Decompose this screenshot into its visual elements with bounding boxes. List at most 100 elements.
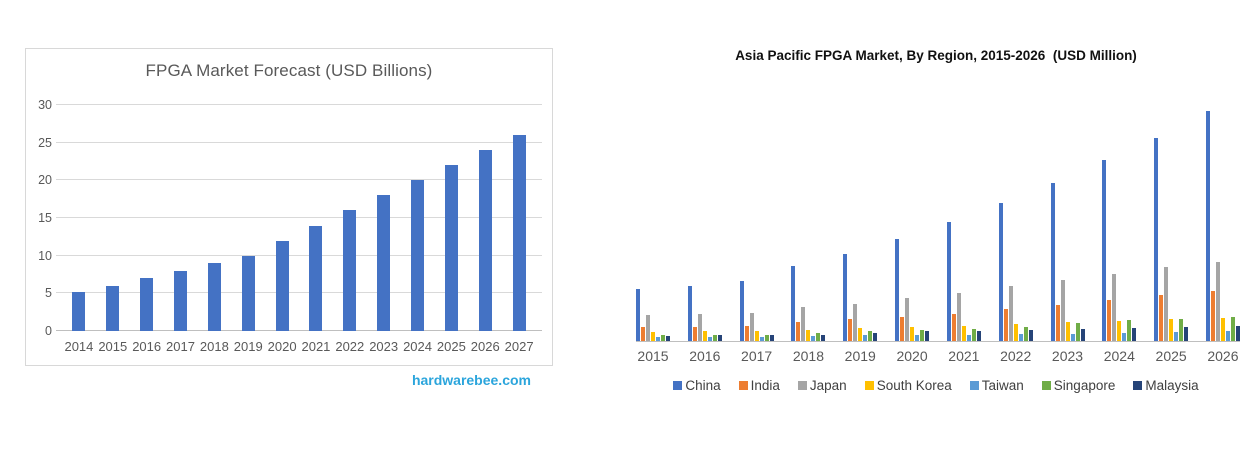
bar-group-2018 — [791, 265, 826, 341]
x-axis-label-2023: 2023 — [369, 339, 399, 354]
bar-china-2022 — [998, 202, 1003, 341]
bar-malaysia-2019 — [873, 333, 878, 341]
x-axis-label-2024: 2024 — [403, 339, 432, 354]
bar-taiwan-2022 — [1018, 333, 1023, 341]
x-axis-label-2014: 2014 — [64, 339, 94, 354]
bar-group-2021 — [946, 221, 981, 341]
bar-singapore-2025 — [1179, 318, 1184, 341]
bar-china-2025 — [1154, 137, 1159, 341]
bar-taiwan-2020 — [915, 334, 920, 341]
bar-column-2019 — [231, 255, 265, 331]
left-chart-x-axis: 2014 2015 2016 2017 2018 2019 2020 2021 2022 2023… — [56, 339, 542, 354]
gridline — [56, 141, 542, 143]
bar-2027 — [512, 135, 526, 331]
x-axis-label-2018: 2018 — [792, 348, 825, 364]
x-axis-label-2027: 2027 — [504, 339, 534, 354]
bar-2014 — [72, 291, 86, 331]
bar-south-korea-2024 — [1117, 321, 1122, 341]
bar-south-korea-2026 — [1220, 317, 1225, 341]
legend-label-singapore: Singapore — [1053, 378, 1116, 393]
bar-india-2024 — [1107, 300, 1112, 341]
bar-column-2018 — [197, 263, 231, 331]
x-axis-label-2020: 2020 — [267, 339, 297, 354]
bar-column-2021 — [299, 225, 333, 331]
bar-malaysia-2024 — [1132, 328, 1137, 341]
bar-column-2017 — [164, 270, 198, 331]
bar-japan-2026 — [1215, 261, 1220, 341]
bar-malaysia-2026 — [1235, 325, 1240, 341]
legend-swatch-south-korea — [864, 381, 874, 390]
legend-label-china: China — [685, 378, 721, 393]
bar-china-2026 — [1205, 111, 1210, 341]
bar-2015 — [106, 285, 120, 331]
bar-south-korea-2020 — [910, 327, 915, 341]
bar-singapore-2022 — [1023, 327, 1028, 341]
bar-column-2027 — [502, 135, 536, 331]
legend-label-south-korea: South Korea — [876, 378, 952, 393]
bar-south-korea-2025 — [1169, 319, 1174, 341]
left-chart: FPGA Market Forecast (USD Billions) 0 5 10… — [25, 48, 553, 366]
bar-malaysia-2025 — [1184, 326, 1189, 341]
bar-singapore-2016 — [712, 334, 717, 341]
bar-group-2016 — [687, 285, 722, 341]
bar-india-2018 — [796, 321, 801, 341]
legend-item-taiwan: Taiwan — [969, 378, 1024, 393]
bar-china-2024 — [1102, 160, 1107, 341]
bar-taiwan-2021 — [966, 334, 971, 341]
y-axis-tick-label: 0 — [45, 324, 52, 338]
bar-column-2015 — [96, 285, 130, 331]
bar-china-2021 — [946, 221, 951, 341]
bar-japan-2024 — [1112, 273, 1117, 341]
legend-label-taiwan: Taiwan — [981, 378, 1024, 393]
bar-group-2019 — [843, 253, 878, 341]
bar-singapore-2015 — [661, 334, 665, 341]
bar-2024 — [411, 180, 425, 331]
bar-taiwan-2025 — [1174, 332, 1179, 341]
x-axis-label-2017: 2017 — [166, 339, 195, 354]
bar-malaysia-2020 — [925, 331, 930, 341]
bar-japan-2025 — [1164, 267, 1169, 341]
bars-area — [56, 105, 542, 331]
bar-singapore-2026 — [1230, 317, 1235, 341]
bar-2020 — [275, 240, 289, 331]
bar-taiwan-2024 — [1122, 333, 1127, 341]
bar-2016 — [140, 278, 154, 331]
source-watermark: hardwarebee.com — [411, 372, 531, 388]
bar-india-2025 — [1159, 295, 1164, 341]
bar-2021 — [309, 225, 323, 331]
bar-china-2017 — [739, 281, 744, 341]
bar-group-2023 — [1050, 182, 1085, 341]
bar-south-korea-2021 — [961, 325, 966, 341]
right-chart-legend: China India Japan South Korea Taiwan Singapor… — [622, 378, 1250, 393]
y-axis-tick-label: 15 — [38, 211, 52, 225]
bar-2019 — [241, 255, 255, 331]
x-axis-line — [56, 330, 542, 331]
right-chart-x-axis: 2015 2016 2017 2018 2019 2020 2021 2022 2023 2024… — [636, 348, 1240, 364]
x-axis-label-2016: 2016 — [132, 339, 162, 354]
bar-japan-2021 — [956, 293, 961, 341]
bar-column-2016 — [130, 278, 164, 331]
bar-taiwan-2026 — [1225, 330, 1230, 341]
x-axis-label-2015: 2015 — [98, 339, 128, 354]
bar-taiwan-2023 — [1070, 333, 1075, 341]
bar-group-2020 — [895, 238, 930, 341]
bar-japan-2023 — [1060, 280, 1065, 341]
bar-india-2019 — [848, 319, 853, 341]
bar-column-2023 — [367, 195, 401, 331]
bar-column-2022 — [333, 210, 367, 331]
y-axis-tick-label: 30 — [38, 98, 52, 112]
bar-south-korea-2017 — [754, 331, 759, 341]
gridline — [56, 217, 542, 218]
bar-taiwan-2016 — [707, 337, 712, 341]
bar-india-2015 — [641, 327, 645, 341]
bar-2025 — [444, 165, 458, 331]
x-axis-label-2019: 2019 — [233, 339, 263, 354]
x-axis-label-2025: 2025 — [1155, 348, 1187, 364]
bar-column-2026 — [468, 150, 502, 331]
bar-column-2024 — [401, 180, 435, 331]
bar-china-2016 — [687, 285, 692, 341]
x-axis-label-2022: 2022 — [335, 339, 365, 354]
bar-2023 — [377, 195, 391, 331]
x-axis-label-2019: 2019 — [844, 348, 876, 364]
bar-group-2025 — [1154, 137, 1189, 341]
